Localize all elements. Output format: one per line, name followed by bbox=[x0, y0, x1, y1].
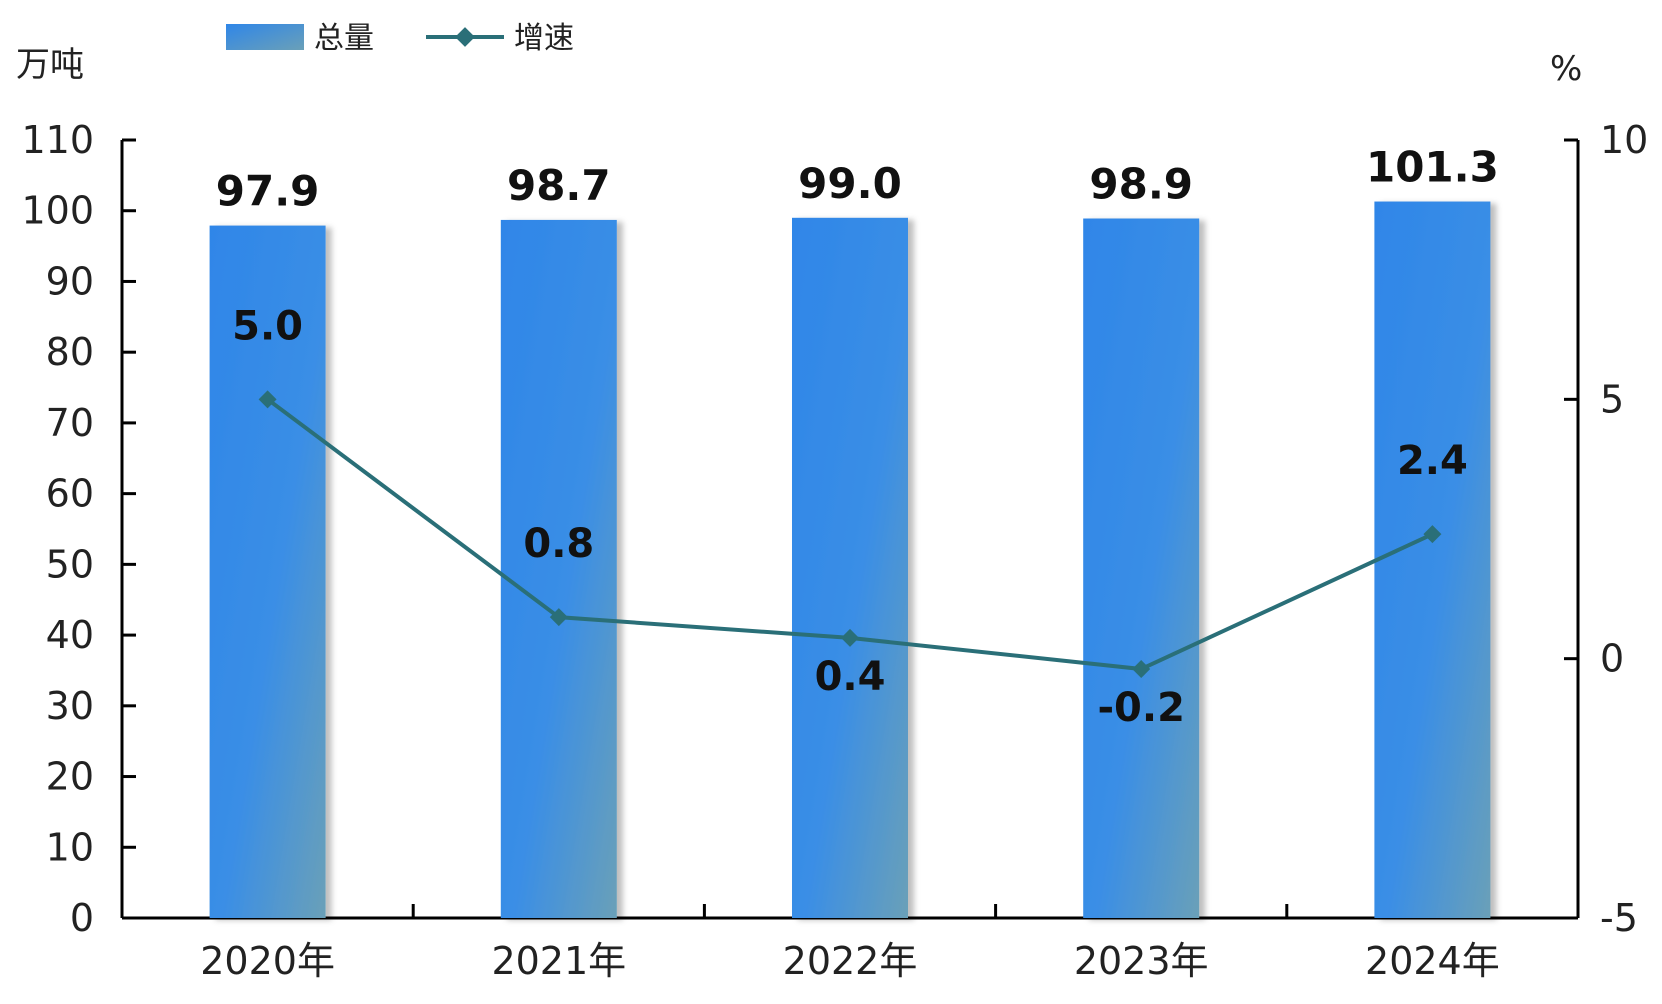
right-axis-unit: % bbox=[1550, 49, 1582, 89]
x-tick-label: 2021年 bbox=[491, 939, 626, 983]
bar-value-label: 98.7 bbox=[507, 161, 611, 210]
growth-point bbox=[258, 390, 277, 409]
legend-label-growth: 增速 bbox=[514, 21, 574, 56]
bar-value-label: 98.9 bbox=[1089, 160, 1193, 209]
bar-value-label: 101.3 bbox=[1366, 143, 1499, 192]
legend-marker-growth bbox=[455, 27, 475, 47]
growth-value-label: 0.4 bbox=[815, 654, 886, 700]
x-axis-ticks: 2020年 2021年 2022年 2023年 2024年 bbox=[200, 904, 1500, 983]
line-series-growth bbox=[258, 390, 1442, 679]
left-tick-label: 60 bbox=[46, 472, 94, 516]
x-tick-label: 2020年 bbox=[200, 939, 335, 983]
bar bbox=[1374, 201, 1491, 919]
growth-point bbox=[549, 608, 568, 627]
x-tick-label: 2022年 bbox=[783, 939, 918, 983]
bar bbox=[209, 225, 326, 918]
growth-value-label: 5.0 bbox=[232, 303, 303, 349]
right-tick-label: 10 bbox=[1600, 118, 1648, 162]
line-value-labels: 5.0 0.8 0.4 -0.2 2.4 bbox=[232, 303, 1468, 731]
left-tick-label: 70 bbox=[46, 401, 94, 445]
bar-series-total bbox=[209, 201, 1491, 919]
bar bbox=[500, 219, 617, 918]
right-axis-ticks: -5 0 5 10 bbox=[1564, 118, 1648, 940]
right-tick-label: 5 bbox=[1600, 377, 1624, 421]
left-tick-label: 100 bbox=[21, 189, 94, 233]
left-tick-label: 110 bbox=[21, 118, 94, 162]
left-tick-label: 30 bbox=[46, 684, 94, 728]
left-tick-label: 0 bbox=[70, 896, 94, 940]
right-tick-label: -5 bbox=[1600, 896, 1638, 940]
x-tick-label: 2024年 bbox=[1365, 939, 1500, 983]
legend-label-total: 总量 bbox=[314, 21, 374, 56]
left-tick-label: 40 bbox=[46, 613, 94, 657]
left-axis-unit: 万吨 bbox=[16, 45, 84, 85]
growth-value-label: 0.8 bbox=[523, 521, 594, 567]
bar bbox=[792, 217, 908, 919]
growth-point bbox=[1132, 660, 1151, 679]
growth-value-label: -0.2 bbox=[1097, 685, 1184, 731]
legend-swatch-total bbox=[226, 24, 304, 50]
bar bbox=[1083, 218, 1200, 919]
right-tick-label: 0 bbox=[1600, 637, 1624, 681]
bar-value-label: 99.0 bbox=[798, 159, 902, 208]
left-tick-label: 50 bbox=[46, 542, 94, 586]
left-axis-ticks: 0 10 20 30 40 50 60 70 80 90 100 110 bbox=[21, 118, 136, 940]
growth-point bbox=[841, 628, 859, 647]
left-tick-label: 90 bbox=[46, 259, 94, 303]
legend: 总量 增速 bbox=[226, 21, 574, 56]
left-tick-label: 80 bbox=[46, 330, 94, 374]
bar-value-label: 97.9 bbox=[216, 167, 320, 216]
bar-value-labels: 97.9 98.7 99.0 98.9 101.3 bbox=[216, 143, 1499, 216]
x-tick-label: 2023年 bbox=[1074, 939, 1209, 983]
left-tick-label: 20 bbox=[46, 755, 94, 799]
left-tick-label: 10 bbox=[46, 825, 94, 869]
growth-value-label: 2.4 bbox=[1397, 438, 1468, 484]
growth-point bbox=[1423, 525, 1442, 544]
